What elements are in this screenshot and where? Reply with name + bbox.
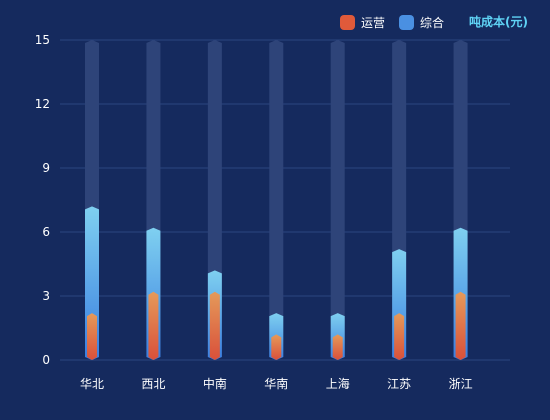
y-tick-label: 3 xyxy=(42,289,50,303)
bar-operations[interactable] xyxy=(209,291,220,360)
legend: 运营 综合 xyxy=(340,14,458,31)
legend-swatch-comprehensive xyxy=(399,15,415,30)
x-tick-label: 中南 xyxy=(203,376,227,391)
bar-operations[interactable] xyxy=(271,334,282,360)
x-tick-label: 华北 xyxy=(80,377,104,391)
legend-item-operations[interactable]: 运营 xyxy=(340,14,385,31)
y-tick-label: 0 xyxy=(42,353,50,367)
bar-operations[interactable] xyxy=(394,313,405,360)
x-tick-label: 江苏 xyxy=(387,377,411,391)
bar-operations[interactable] xyxy=(148,291,159,360)
legend-label-operations: 运营 xyxy=(361,16,386,30)
x-tick-label: 上海 xyxy=(326,376,350,391)
x-tick-label: 浙江 xyxy=(449,377,473,391)
bar-operations[interactable] xyxy=(332,334,343,360)
y-axis-unit-label: 吨成本(元) xyxy=(469,15,528,29)
y-tick-label: 12 xyxy=(35,97,50,111)
x-tick-label: 华南 xyxy=(264,376,288,391)
legend-label-comprehensive: 综合 xyxy=(420,16,445,30)
background-bar[interactable] xyxy=(330,40,345,360)
bar-operations[interactable] xyxy=(87,313,97,360)
legend-item-comprehensive[interactable]: 综合 xyxy=(399,14,444,31)
x-tick-label: 西北 xyxy=(141,377,165,391)
bar-operations[interactable] xyxy=(455,291,466,360)
y-tick-label: 9 xyxy=(42,161,50,175)
legend-swatch-operations xyxy=(340,15,355,30)
y-tick-label: 6 xyxy=(42,225,50,239)
background-bar[interactable] xyxy=(269,40,284,360)
y-tick-label: 15 xyxy=(35,33,50,47)
